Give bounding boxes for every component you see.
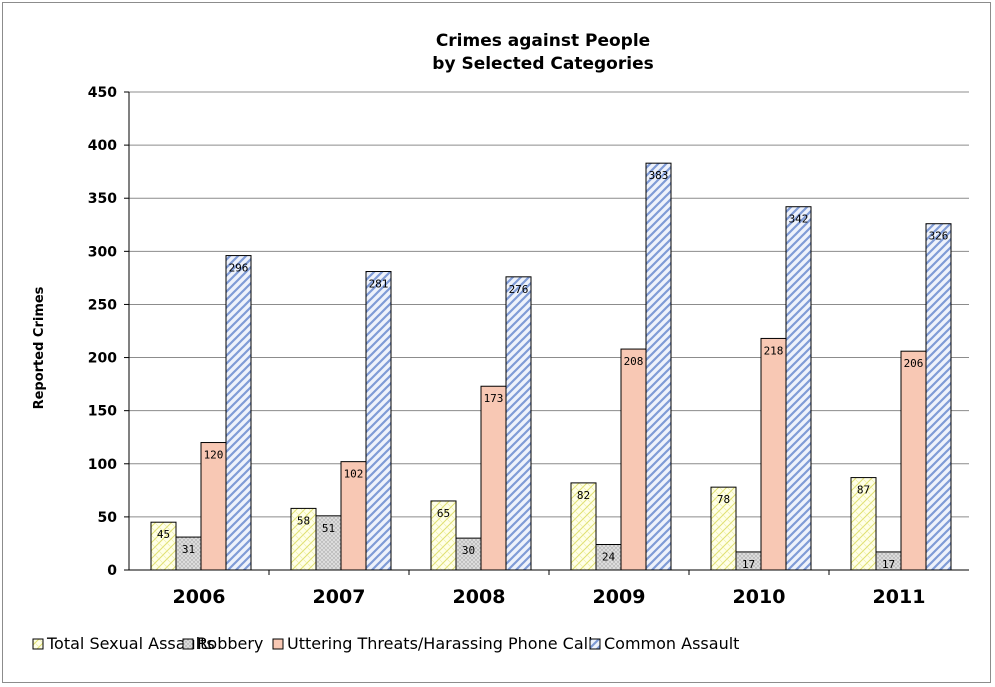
legend-item: Uttering Threats/Harassing Phone Calls bbox=[287, 634, 601, 653]
data-label: 173 bbox=[484, 392, 504, 405]
bars bbox=[150, 162, 952, 571]
bar bbox=[290, 507, 317, 571]
legend-swatch bbox=[589, 638, 601, 650]
data-label: 65 bbox=[437, 507, 450, 520]
x-tick-label: 2009 bbox=[593, 586, 646, 608]
y-tick-label: 50 bbox=[98, 510, 118, 526]
legend-swatch bbox=[182, 638, 194, 650]
gridlines bbox=[129, 91, 969, 518]
x-axis-ticks: 2006 2007 2008 2009 2010 2011 bbox=[173, 570, 926, 608]
data-label: 383 bbox=[649, 169, 669, 182]
data-label: 31 bbox=[182, 543, 195, 556]
bar bbox=[620, 348, 647, 571]
data-label: 281 bbox=[369, 278, 389, 291]
x-tick-label: 2006 bbox=[173, 586, 226, 608]
chart-title: Crimes against People bbox=[436, 31, 650, 51]
data-label: 58 bbox=[297, 514, 310, 527]
bar bbox=[645, 162, 672, 571]
data-label: 24 bbox=[602, 551, 616, 564]
data-label: 342 bbox=[789, 213, 809, 226]
data-label: 87 bbox=[857, 484, 870, 497]
x-tick-label: 2008 bbox=[453, 586, 506, 608]
data-label: 326 bbox=[929, 230, 949, 243]
x-axis bbox=[128, 92, 969, 571]
bar bbox=[760, 337, 787, 571]
data-label: 120 bbox=[204, 449, 224, 462]
data-label: 17 bbox=[742, 558, 755, 571]
bar bbox=[365, 271, 392, 571]
legend-swatch bbox=[32, 638, 44, 650]
bar bbox=[595, 544, 622, 571]
y-tick-label: 200 bbox=[88, 351, 117, 367]
data-label: 102 bbox=[344, 468, 364, 481]
y-tick-label: 350 bbox=[88, 191, 117, 207]
x-tick-label: 2007 bbox=[313, 586, 366, 608]
bar bbox=[900, 350, 927, 571]
y-tick-label: 400 bbox=[88, 138, 117, 154]
data-label: 45 bbox=[157, 528, 170, 541]
legend-item: Common Assault bbox=[604, 634, 739, 653]
bar bbox=[480, 385, 507, 571]
y-tick-label: 250 bbox=[88, 297, 117, 313]
bar bbox=[200, 442, 227, 571]
bar bbox=[455, 537, 482, 571]
bar bbox=[225, 255, 252, 571]
bar bbox=[340, 461, 367, 571]
legend-item: Total Sexual Assaults bbox=[46, 634, 215, 653]
y-axis-ticks: 0 50 100 150 200 250 300 350 400 450 bbox=[88, 85, 129, 579]
legend-item: Robbery bbox=[197, 634, 263, 653]
data-label: 82 bbox=[577, 489, 590, 502]
legend-swatch bbox=[272, 638, 284, 650]
bar bbox=[710, 486, 737, 571]
data-label: 276 bbox=[509, 283, 529, 296]
x-tick-label: 2010 bbox=[733, 586, 786, 608]
data-label: 218 bbox=[764, 344, 784, 357]
bar bbox=[850, 477, 877, 571]
y-tick-label: 300 bbox=[88, 244, 117, 260]
data-label: 208 bbox=[624, 355, 644, 368]
data-labels: 45 31 120 296 58 51 102 281 65 30 173 276 82 24 208 383… bbox=[157, 169, 949, 571]
data-label: 30 bbox=[462, 544, 475, 557]
bar bbox=[175, 536, 202, 571]
y-tick-label: 450 bbox=[88, 85, 117, 101]
bar bbox=[785, 206, 812, 571]
y-tick-label: 100 bbox=[88, 457, 117, 473]
bar bbox=[925, 223, 952, 571]
data-label: 17 bbox=[882, 558, 895, 571]
x-tick-label: 2011 bbox=[873, 586, 926, 608]
y-tick-label: 150 bbox=[88, 404, 117, 420]
bar-chart: Crimes against People by Selected Catego… bbox=[32, 31, 969, 653]
data-label: 206 bbox=[904, 357, 924, 370]
bar bbox=[505, 276, 532, 571]
y-tick-label: 0 bbox=[107, 563, 117, 579]
bar bbox=[315, 515, 342, 571]
y-axis-label: Reported Crimes bbox=[32, 286, 47, 409]
data-label: 51 bbox=[322, 522, 335, 535]
data-label: 78 bbox=[717, 493, 730, 506]
data-label: 296 bbox=[229, 262, 249, 275]
chart-subtitle: by Selected Categories bbox=[432, 54, 653, 74]
